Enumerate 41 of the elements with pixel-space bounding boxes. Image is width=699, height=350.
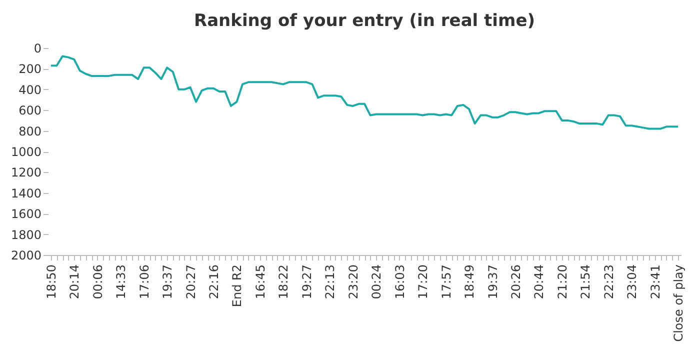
- x-tick-label: End R2: [230, 264, 244, 308]
- x-tick-label: 16:03: [392, 264, 407, 300]
- x-tick-label: 00:24: [370, 264, 384, 300]
- x-tick-label: 19:37: [160, 264, 175, 300]
- x-tick-label: 20:14: [68, 264, 82, 300]
- y-tick-label: 1800: [10, 228, 42, 242]
- y-tick-label: 600: [18, 104, 42, 118]
- x-tick-label: 18:50: [44, 264, 58, 300]
- y-tick-label: 0: [34, 42, 42, 56]
- x-tick-label: 20:26: [508, 264, 523, 300]
- x-tick-label: 16:45: [253, 264, 268, 300]
- x-tick-label: 22:13: [323, 264, 338, 300]
- x-tick-label: 23:20: [346, 264, 360, 300]
- y-tick-label: 1600: [10, 207, 42, 222]
- x-tick-label: Close of play: [672, 264, 686, 342]
- y-tick-label: 1400: [10, 186, 42, 200]
- x-tick-label: 14:33: [114, 264, 128, 300]
- y-tick-label: 400: [18, 82, 42, 97]
- x-tick-label: 17:06: [137, 264, 152, 300]
- x-tick-label: 19:27: [300, 264, 314, 300]
- x-tick-label: 17:57: [439, 264, 454, 300]
- x-tick-label: 21:20: [555, 264, 570, 300]
- x-tick-label: 20:44: [532, 264, 546, 300]
- y-tick-label: 200: [18, 62, 42, 76]
- y-tick-label: 1000: [10, 145, 42, 159]
- chart-title: Ranking of your entry (in real time): [194, 11, 536, 31]
- x-tick-label: 00:06: [90, 264, 105, 300]
- x-tick-label: 23:04: [625, 264, 640, 300]
- y-tick-label: 1200: [10, 166, 42, 180]
- x-tick-label: 22:23: [602, 264, 616, 300]
- x-tick-label: 22:16: [207, 264, 222, 300]
- x-tick-label: 21:54: [578, 264, 593, 300]
- x-tick-label: 18:22: [276, 264, 291, 300]
- y-tick-label: 2000: [10, 248, 42, 262]
- x-tick-label: 23:41: [648, 264, 662, 300]
- line-series: [50, 55, 680, 130]
- x-tick-label: 19:37: [486, 264, 500, 300]
- x-tick-label: 20:27: [184, 264, 198, 300]
- y-tick-label: 800: [18, 124, 42, 138]
- x-tick-label: 18:49: [462, 264, 477, 300]
- x-tick-label: 17:20: [416, 264, 430, 300]
